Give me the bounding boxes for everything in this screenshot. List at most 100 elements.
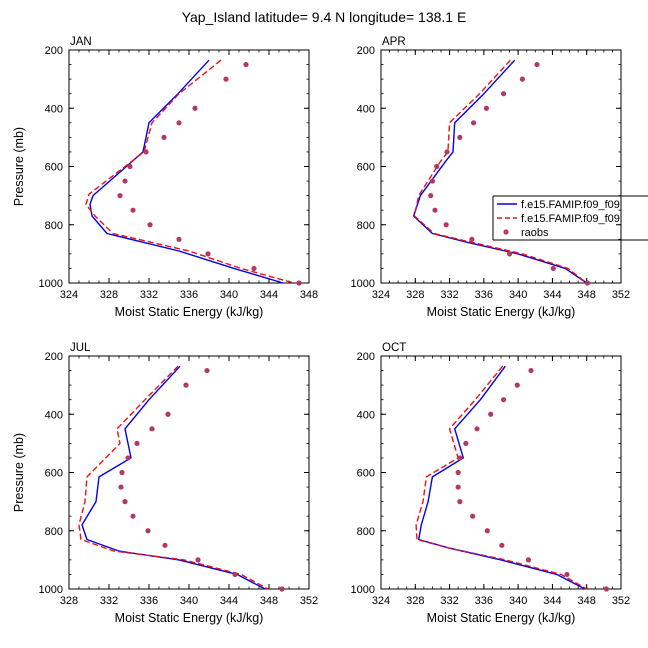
x-tick-label: 340 xyxy=(220,289,238,301)
x-tick-label: 324 xyxy=(372,289,390,301)
raobs-point xyxy=(432,207,438,213)
raobs-point xyxy=(130,207,136,213)
y-tick-label: 600 xyxy=(45,468,63,480)
raobs-point xyxy=(243,61,249,68)
x-axis-label: Moist Static Energy (kJ/kg) xyxy=(115,305,264,319)
raobs-point xyxy=(483,105,490,111)
raobs-point xyxy=(428,193,434,199)
raobs-point xyxy=(506,251,513,257)
x-tick-label: 344 xyxy=(260,289,278,301)
raobs-point xyxy=(162,542,168,548)
x-axis-label: Moist Static Energy (kJ/kg) xyxy=(427,305,576,319)
raobs-point xyxy=(457,499,463,505)
x-tick-label: 324 xyxy=(60,289,78,301)
raobs-point xyxy=(205,251,211,257)
x-tick-label: 336 xyxy=(180,289,198,301)
x-tick-label: 348 xyxy=(260,595,278,607)
model-line-solid xyxy=(89,59,284,284)
panel-label: OCT xyxy=(382,342,406,354)
model-line-dashed xyxy=(413,59,588,284)
y-tick-label: 200 xyxy=(357,351,375,363)
raobs-point xyxy=(134,440,140,446)
raobs-point xyxy=(434,163,440,170)
plot-frame xyxy=(380,355,622,590)
raobs-point xyxy=(550,265,556,272)
y-tick-label: 400 xyxy=(45,103,63,115)
raobs-point xyxy=(145,528,151,534)
y-tick-label: 800 xyxy=(45,220,63,232)
x-tick-label: 344 xyxy=(543,289,561,301)
raobs-point xyxy=(232,571,238,578)
y-tick-label: 800 xyxy=(45,526,63,538)
y-tick-label: 1000 xyxy=(39,278,63,290)
y-tick-label: 800 xyxy=(357,526,375,538)
raobs-point xyxy=(455,469,461,476)
legend-entry-label: f.e15.FAMIP.f09_f09 xyxy=(521,199,620,211)
y-tick-label: 1000 xyxy=(351,278,375,290)
raobs-point xyxy=(528,367,534,374)
raobs-point xyxy=(122,499,128,505)
panel-oct: 324 328 332 336 340 344 348 352 200 400 600 800 1000… xyxy=(351,342,631,625)
y-tick-label: 600 xyxy=(357,468,375,480)
raobs-point xyxy=(469,236,475,242)
y-tick-label: 1000 xyxy=(39,584,63,596)
y-axis-label: Pressure (mb) xyxy=(12,127,26,206)
x-tick-label: 344 xyxy=(543,595,561,607)
x-tick-label: 332 xyxy=(440,595,458,607)
model-line-solid xyxy=(418,365,586,590)
y-tick-label: 400 xyxy=(45,409,63,421)
legend-entry-label: f.e15.FAMIP.f09_f09 xyxy=(521,213,620,225)
x-tick-label: 340 xyxy=(509,289,527,301)
x-tick-label: 336 xyxy=(140,595,158,607)
x-tick-label: 324 xyxy=(372,595,390,607)
model-line-solid xyxy=(81,365,266,590)
legend-marker xyxy=(503,229,509,235)
plot-frame xyxy=(68,355,310,590)
legend: f.e15.FAMIP.f09_f09 f.e15.FAMIP.f09_f09ra… xyxy=(492,195,648,241)
raobs-point xyxy=(147,222,153,228)
raobs-point xyxy=(183,382,189,388)
raobs-point xyxy=(125,455,131,461)
model-line-dashed xyxy=(415,365,588,590)
y-tick-label: 1000 xyxy=(351,584,375,596)
x-tick-label: 348 xyxy=(578,289,596,301)
y-tick-label: 200 xyxy=(45,351,63,363)
y-tick-label: 600 xyxy=(45,162,63,174)
y-tick-label: 200 xyxy=(357,45,375,57)
raobs-point xyxy=(118,484,124,490)
y-axis-label: Pressure (mb) xyxy=(12,433,26,512)
panel-apr: 324 328 332 336 340 344 348 352 200 400 600 800 1000… xyxy=(351,36,631,319)
raobs-point xyxy=(119,469,125,476)
panel-label: JAN xyxy=(70,36,92,48)
raobs-point xyxy=(457,455,463,461)
raobs-point xyxy=(176,120,182,126)
raobs-point xyxy=(484,528,490,534)
raobs-point xyxy=(143,149,149,155)
x-tick-label: 336 xyxy=(475,289,493,301)
raobs-point xyxy=(488,411,494,417)
raobs-point xyxy=(584,280,591,286)
raobs-point xyxy=(519,76,526,82)
raobs-point xyxy=(165,411,171,417)
figure-title: Yap_Island latitude= 9.4 N longitude= 13… xyxy=(182,9,467,25)
raobs-point xyxy=(603,586,610,592)
x-tick-label: 340 xyxy=(180,595,198,607)
raobs-point xyxy=(223,76,229,82)
x-tick-label: 348 xyxy=(300,289,318,301)
x-tick-label: 328 xyxy=(406,595,424,607)
raobs-point xyxy=(279,586,285,592)
x-tick-label: 328 xyxy=(60,595,78,607)
raobs-point xyxy=(500,91,507,97)
x-axis-label: Moist Static Energy (kJ/kg) xyxy=(427,611,576,625)
raobs-point xyxy=(499,542,505,548)
y-tick-label: 400 xyxy=(357,409,375,421)
raobs-point xyxy=(455,484,461,490)
raobs-point xyxy=(195,557,201,563)
raobs-point xyxy=(130,513,136,519)
raobs-point xyxy=(525,557,532,563)
x-axis-label: Moist Static Energy (kJ/kg) xyxy=(115,611,264,625)
panel-label: APR xyxy=(382,36,406,48)
y-tick-label: 600 xyxy=(357,162,375,174)
model-line-dashed xyxy=(78,365,269,590)
